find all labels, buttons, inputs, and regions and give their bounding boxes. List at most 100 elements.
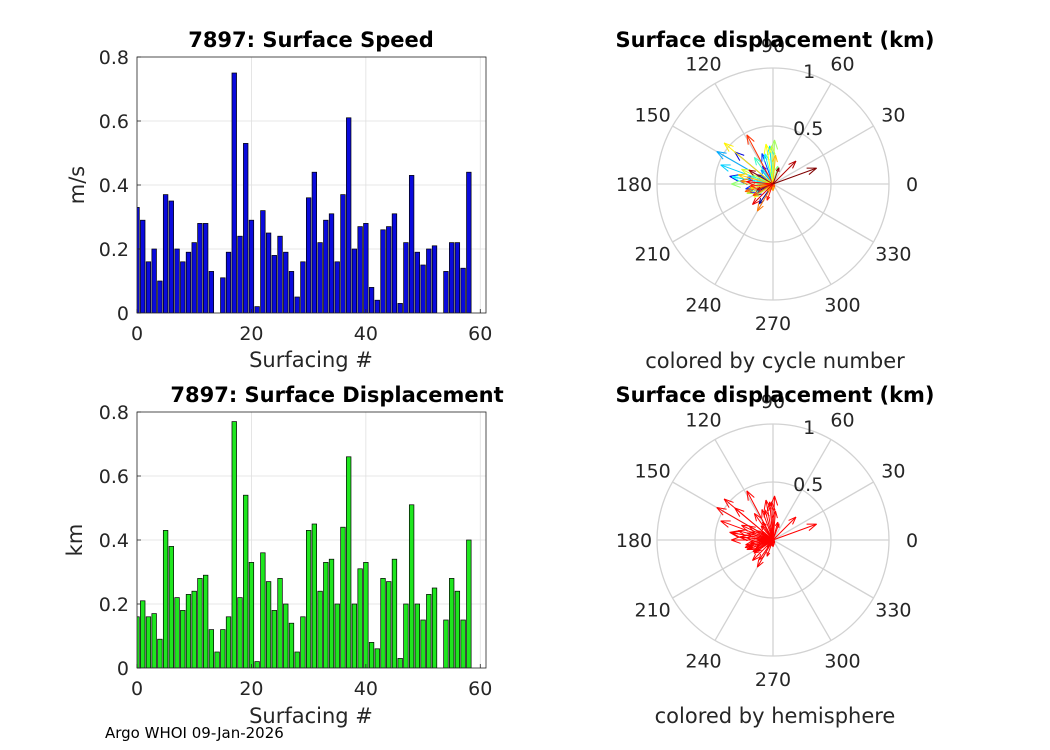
bar: [140, 219, 146, 313]
bar: [271, 610, 277, 668]
bar: [351, 248, 358, 313]
bar: [140, 600, 146, 668]
angle-label: 120: [685, 54, 721, 76]
angle-label: 30: [881, 461, 905, 483]
angle-label: 150: [634, 105, 670, 127]
x-tick-label: 60: [468, 678, 492, 700]
displacement-vectors: [716, 134, 817, 212]
bar: [391, 558, 398, 668]
axis-ticks: 0 0.2 0.4 0.6 0.8 0 20 40 60: [99, 402, 493, 700]
range-label: 0.5: [793, 118, 823, 140]
bar: [397, 303, 403, 313]
vector-arrow: [737, 173, 774, 185]
bar: [323, 562, 329, 668]
compass-caption: colored by hemisphere: [655, 704, 896, 728]
bar: [277, 578, 283, 668]
surface-displacement-chart: 0 0.2 0.4 0.6 0.8 0 20 40 60 7897: Surface Displ…: [63, 383, 504, 728]
bar: [248, 219, 255, 313]
bar: [203, 223, 209, 313]
bar: [248, 562, 255, 668]
angle-label: 90: [761, 391, 785, 413]
bar: [363, 223, 369, 313]
bar: [237, 597, 243, 668]
bar: [271, 255, 277, 313]
vector-arrow: [772, 510, 778, 541]
bar: [225, 616, 232, 668]
x-tick-label: 60: [468, 323, 492, 345]
bar: [306, 530, 312, 668]
bar: [408, 504, 415, 668]
range-label: 1: [803, 417, 815, 439]
bar: [231, 421, 237, 668]
x-tick-label: 0: [131, 678, 143, 700]
bar: [317, 242, 323, 313]
y-tick-label: 0.4: [99, 175, 129, 197]
angle-label: 60: [830, 410, 854, 432]
bar: [426, 594, 432, 668]
y-tick-label: 0: [117, 303, 129, 325]
bar: [174, 248, 180, 313]
bar: [197, 223, 203, 313]
vector-arrow: [772, 523, 817, 541]
bar: [460, 267, 466, 313]
bar: [351, 603, 358, 668]
bar: [403, 603, 409, 668]
bar: [288, 271, 295, 313]
bar: [443, 619, 449, 668]
angle-label: 120: [685, 410, 721, 432]
bar: [145, 616, 152, 668]
bar: [386, 581, 392, 668]
angle-label: 300: [824, 650, 860, 672]
bar: [145, 261, 152, 313]
angle-label: 240: [685, 650, 721, 672]
bar: [334, 603, 340, 668]
bar: [220, 277, 226, 313]
displacement-vectors: [716, 490, 817, 568]
angle-labels: 0.5 1 0 30 60 90 120 150 180 210 240 270 300 330: [616, 35, 918, 335]
bar: [260, 210, 266, 313]
y-tick-label: 0.8: [99, 47, 129, 69]
y-axis-label: km: [63, 524, 87, 557]
bar: [162, 530, 169, 668]
angle-label: 0: [906, 174, 918, 196]
bar: [374, 648, 380, 668]
bar: [311, 171, 317, 313]
bar: [420, 264, 426, 313]
bar: [426, 248, 432, 313]
vector-arrow: [766, 183, 774, 201]
bar: [137, 616, 140, 668]
angle-label: 30: [881, 105, 905, 127]
bar: [208, 629, 215, 668]
bar: [357, 568, 363, 668]
bar: [449, 242, 455, 313]
angle-label: 270: [755, 313, 791, 335]
vector-arrow: [748, 169, 774, 185]
chart-title: 7897: Surface Displacement: [170, 383, 503, 407]
bar: [386, 226, 392, 313]
bar: [300, 261, 306, 313]
bar: [454, 590, 461, 668]
bar: [403, 242, 409, 313]
vector-arrow: [763, 499, 774, 541]
bar: [420, 619, 426, 668]
bar: [185, 251, 192, 313]
bar: [197, 578, 203, 668]
angle-label: 330: [875, 600, 911, 622]
vector-arrow: [752, 539, 774, 561]
vector-arrow: [746, 179, 774, 185]
vector-arrow: [756, 539, 774, 568]
vector-arrow: [723, 142, 774, 185]
bar: [180, 261, 186, 313]
y-tick-label: 0.6: [99, 111, 129, 133]
vector-arrow: [737, 529, 774, 541]
angle-label: 210: [634, 600, 670, 622]
axis-ticks: 0 0.2 0.4 0.6 0.8 0 20 40 60: [99, 47, 493, 345]
vector-arrow: [772, 516, 797, 541]
bar: [454, 242, 461, 313]
bar: [391, 213, 398, 313]
bar: [449, 578, 455, 668]
x-axis-label: Surfacing #: [249, 704, 373, 728]
y-axis-label: m/s: [65, 166, 89, 204]
vector-arrow: [766, 539, 774, 557]
compass-caption: colored by cycle number: [645, 349, 905, 373]
